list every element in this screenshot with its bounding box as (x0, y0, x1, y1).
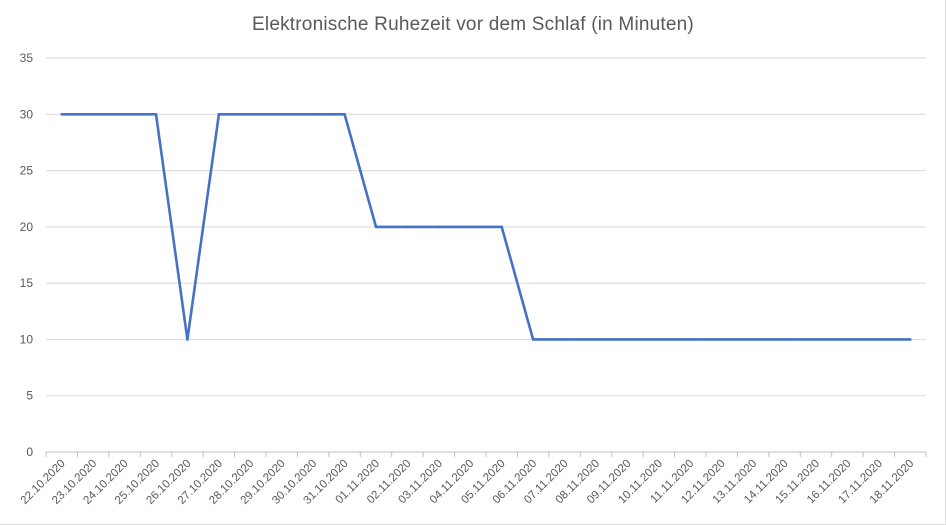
data-point (60, 112, 64, 116)
data-point (877, 338, 881, 341)
data-point (186, 338, 189, 341)
data-point (846, 338, 849, 341)
y-tick-label: 25 (20, 164, 34, 178)
data-point (688, 338, 692, 341)
data-point (908, 338, 912, 341)
data-point (563, 338, 566, 341)
data-point (217, 112, 221, 116)
data-point (248, 112, 252, 116)
data-point (280, 112, 284, 116)
data-point (720, 338, 724, 341)
data-point (311, 112, 315, 116)
y-tick-label: 30 (20, 107, 34, 121)
data-point (91, 112, 95, 116)
data-point (123, 112, 126, 116)
data-point (814, 338, 818, 341)
data-point (374, 225, 378, 229)
y-tick-label: 10 (20, 332, 34, 346)
data-point (657, 338, 661, 341)
data-point (594, 338, 598, 341)
data-point (751, 338, 755, 341)
y-tick-label: 20 (20, 220, 34, 234)
data-point (406, 225, 409, 229)
data-point (500, 225, 504, 229)
data-point (626, 338, 629, 341)
data-point (468, 225, 472, 229)
chart-title: Elektronische Ruhezeit vor dem Schlaf (i… (252, 14, 694, 35)
data-point (343, 112, 346, 116)
data-point (531, 338, 535, 341)
y-tick-label: 35 (20, 51, 34, 65)
data-point (783, 338, 786, 341)
series-line (61, 113, 911, 341)
y-tick-label: 0 (26, 445, 33, 459)
y-tick-label: 15 (20, 276, 34, 290)
data-point (437, 225, 441, 229)
y-tick-label: 5 (26, 389, 33, 403)
data-point (154, 112, 158, 116)
